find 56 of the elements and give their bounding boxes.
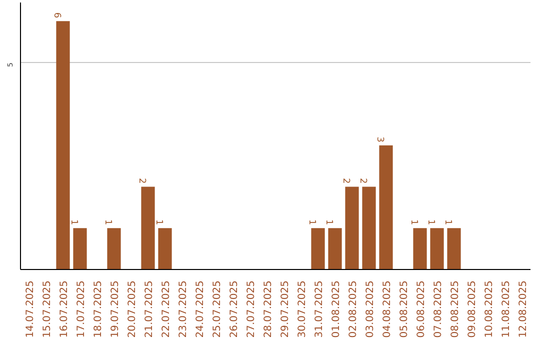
- data-label: 1: [408, 219, 418, 226]
- data-label: 1: [324, 219, 334, 226]
- data-label: 1: [68, 219, 78, 226]
- x-tick-label: 05.08.2025: [399, 280, 410, 338]
- data-label: 2: [358, 178, 368, 184]
- data-label: 1: [154, 219, 164, 226]
- data-label: 3: [374, 136, 384, 142]
- x-tick-label: 25.07.2025: [212, 280, 223, 338]
- x-tick-label: 14.07.2025: [25, 280, 36, 338]
- x-tick-label: 30.07.2025: [297, 280, 308, 338]
- x-tick-label: 11.08.2025: [501, 280, 512, 338]
- bar: [141, 186, 155, 270]
- data-label: 1: [306, 219, 316, 226]
- x-tick-label: 28.07.2025: [263, 280, 274, 338]
- x-tick-label: 15.07.2025: [42, 280, 53, 338]
- data-label: 2: [340, 178, 350, 184]
- bar: [379, 145, 393, 270]
- x-tick-label: 16.07.2025: [59, 280, 70, 338]
- x-tick-label: 02.08.2025: [348, 280, 359, 338]
- bar: [311, 228, 325, 270]
- bar: [362, 186, 376, 270]
- bar: [56, 21, 70, 270]
- x-tick-label: 29.07.2025: [280, 280, 291, 338]
- bar: [413, 228, 427, 270]
- data-label: 6: [52, 12, 62, 18]
- x-tick-label: 24.07.2025: [195, 280, 206, 338]
- x-tick-label: 26.07.2025: [229, 280, 240, 338]
- data-label: 2: [136, 178, 146, 184]
- x-tick-label: 17.07.2025: [76, 280, 87, 338]
- x-tick-label: 07.08.2025: [433, 280, 444, 338]
- x-tick-label: 04.08.2025: [382, 280, 393, 338]
- x-tick-label: 10.08.2025: [484, 280, 495, 338]
- x-tick-label: 09.08.2025: [467, 280, 478, 338]
- x-tick-label: 19.07.2025: [110, 280, 121, 338]
- x-tick-label: 27.07.2025: [246, 280, 257, 338]
- data-label: 1: [442, 219, 452, 226]
- bar: [73, 228, 87, 270]
- x-tick-label: 21.07.2025: [144, 280, 155, 338]
- bar: [430, 228, 444, 270]
- x-tick-label: 06.08.2025: [416, 280, 427, 338]
- x-tick-label: 22.07.2025: [161, 280, 172, 338]
- bar: [328, 228, 342, 270]
- x-tick-label: 08.08.2025: [450, 280, 461, 338]
- data-label: 1: [426, 219, 436, 226]
- x-tick-label: 20.07.2025: [127, 280, 138, 338]
- data-label: 1: [102, 219, 112, 226]
- bar: [447, 228, 461, 270]
- x-tick-label: 23.07.2025: [178, 280, 189, 338]
- bar: [107, 228, 121, 270]
- bar: [345, 186, 359, 270]
- x-tick-label: 03.08.2025: [365, 280, 376, 338]
- x-tick-label: 12.08.2025: [518, 280, 529, 338]
- x-tick-label: 18.07.2025: [93, 280, 104, 338]
- bar: [158, 228, 172, 270]
- x-tick-label: 01.08.2025: [331, 280, 342, 338]
- x-tick-label: 31.07.2025: [314, 280, 325, 338]
